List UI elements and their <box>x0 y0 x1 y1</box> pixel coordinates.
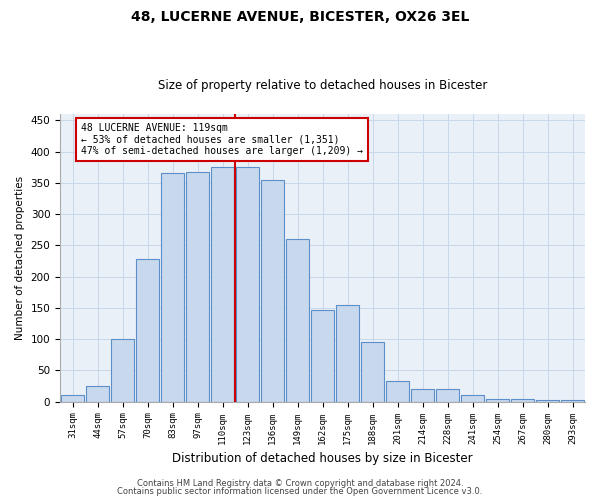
Bar <box>236 167 259 402</box>
X-axis label: Distribution of detached houses by size in Bicester: Distribution of detached houses by size … <box>172 452 473 465</box>
Title: Size of property relative to detached houses in Bicester: Size of property relative to detached ho… <box>158 79 487 92</box>
Bar <box>536 400 559 402</box>
Bar <box>286 239 309 402</box>
Bar <box>511 398 534 402</box>
Bar <box>411 389 434 402</box>
Y-axis label: Number of detached properties: Number of detached properties <box>15 176 25 340</box>
Bar <box>461 396 484 402</box>
Bar <box>261 180 284 402</box>
Text: 48, LUCERNE AVENUE, BICESTER, OX26 3EL: 48, LUCERNE AVENUE, BICESTER, OX26 3EL <box>131 10 469 24</box>
Bar <box>361 342 384 402</box>
Bar <box>311 310 334 402</box>
Bar <box>386 381 409 402</box>
Text: Contains public sector information licensed under the Open Government Licence v3: Contains public sector information licen… <box>118 487 482 496</box>
Bar <box>86 386 109 402</box>
Bar <box>186 172 209 402</box>
Bar <box>161 174 184 402</box>
Bar <box>111 339 134 402</box>
Bar <box>211 167 234 402</box>
Text: Contains HM Land Registry data © Crown copyright and database right 2024.: Contains HM Land Registry data © Crown c… <box>137 478 463 488</box>
Bar <box>486 398 509 402</box>
Bar <box>561 400 584 402</box>
Bar <box>136 259 159 402</box>
Bar <box>436 389 459 402</box>
Bar <box>336 305 359 402</box>
Text: 48 LUCERNE AVENUE: 119sqm
← 53% of detached houses are smaller (1,351)
47% of se: 48 LUCERNE AVENUE: 119sqm ← 53% of detac… <box>81 122 363 156</box>
Bar <box>61 396 84 402</box>
